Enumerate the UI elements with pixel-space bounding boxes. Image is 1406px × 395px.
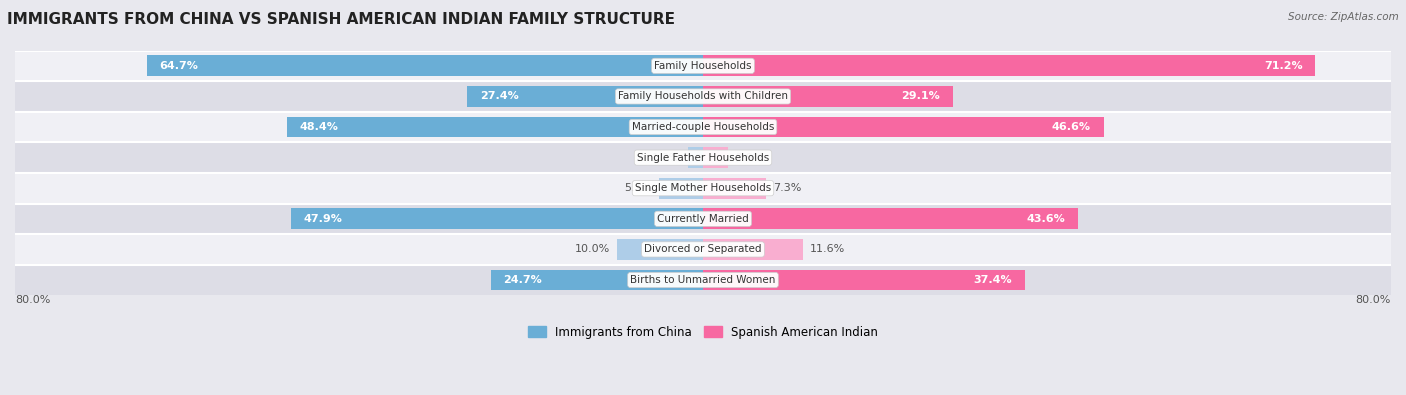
Bar	[703, 117, 1104, 137]
Text: 71.2%: 71.2%	[1264, 61, 1302, 71]
Text: 37.4%: 37.4%	[973, 275, 1012, 285]
Bar	[15, 265, 1391, 295]
Bar	[287, 117, 703, 137]
Bar	[703, 147, 728, 168]
Text: Divorced or Separated: Divorced or Separated	[644, 245, 762, 254]
Bar	[688, 147, 703, 168]
Text: Family Households: Family Households	[654, 61, 752, 71]
Bar	[146, 55, 703, 76]
Bar	[617, 239, 703, 260]
Text: Family Households with Children: Family Households with Children	[619, 91, 787, 102]
Bar	[291, 209, 703, 229]
Text: 80.0%: 80.0%	[1355, 295, 1391, 305]
Bar	[15, 234, 1391, 265]
Bar	[703, 55, 1316, 76]
Text: 64.7%: 64.7%	[159, 61, 198, 71]
Text: 27.4%: 27.4%	[481, 91, 519, 102]
Bar	[15, 112, 1391, 142]
Text: 29.1%: 29.1%	[901, 91, 941, 102]
Bar	[15, 173, 1391, 203]
Text: 10.0%: 10.0%	[575, 245, 610, 254]
Text: 5.1%: 5.1%	[624, 183, 652, 193]
Bar	[703, 239, 803, 260]
Text: 46.6%: 46.6%	[1052, 122, 1091, 132]
Text: 7.3%: 7.3%	[773, 183, 801, 193]
Bar	[703, 209, 1078, 229]
Text: 1.8%: 1.8%	[652, 152, 681, 163]
Text: 11.6%: 11.6%	[810, 245, 845, 254]
Text: 43.6%: 43.6%	[1026, 214, 1066, 224]
Text: Source: ZipAtlas.com: Source: ZipAtlas.com	[1288, 12, 1399, 22]
Bar	[703, 178, 766, 199]
Text: IMMIGRANTS FROM CHINA VS SPANISH AMERICAN INDIAN FAMILY STRUCTURE: IMMIGRANTS FROM CHINA VS SPANISH AMERICA…	[7, 12, 675, 27]
Text: 48.4%: 48.4%	[299, 122, 339, 132]
Text: Single Father Households: Single Father Households	[637, 152, 769, 163]
Bar	[467, 86, 703, 107]
Text: Births to Unmarried Women: Births to Unmarried Women	[630, 275, 776, 285]
Bar	[659, 178, 703, 199]
Bar	[15, 81, 1391, 112]
Bar	[15, 51, 1391, 81]
Bar	[491, 270, 703, 290]
Legend: Immigrants from China, Spanish American Indian: Immigrants from China, Spanish American …	[523, 321, 883, 343]
Bar	[15, 142, 1391, 173]
Text: Single Mother Households: Single Mother Households	[636, 183, 770, 193]
Bar	[15, 203, 1391, 234]
Text: 2.9%: 2.9%	[735, 152, 763, 163]
Text: 47.9%: 47.9%	[304, 214, 343, 224]
Bar	[703, 270, 1025, 290]
Bar	[703, 86, 953, 107]
Text: Currently Married: Currently Married	[657, 214, 749, 224]
Text: 80.0%: 80.0%	[15, 295, 51, 305]
Text: Married-couple Households: Married-couple Households	[631, 122, 775, 132]
Text: 24.7%: 24.7%	[503, 275, 543, 285]
